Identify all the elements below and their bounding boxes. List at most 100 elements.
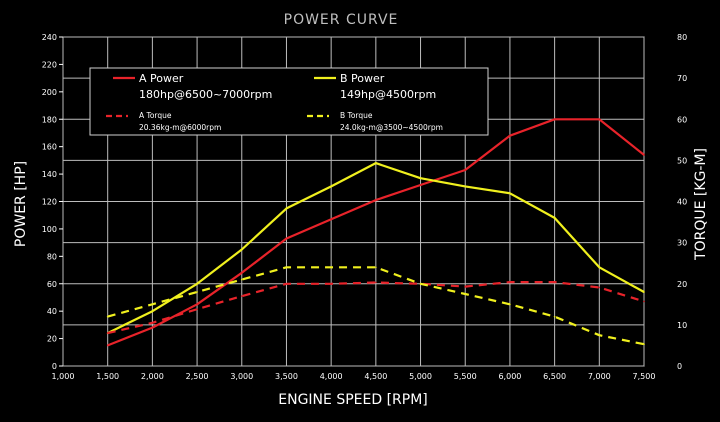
x-tick-label: 5,500 [454, 372, 477, 381]
y-axis-left-label: POWER [HP] [13, 161, 29, 247]
y-axis-right-label: TORQUE [KG-M] [693, 148, 709, 261]
data-point-b-power [598, 266, 601, 269]
legend-label-b-torque: B Torque [340, 111, 373, 120]
data-point-a-torque [196, 308, 198, 311]
data-point-a-power [464, 169, 467, 171]
data-point-a-torque [553, 281, 556, 283]
y-right-tick-label: 70 [677, 74, 687, 83]
data-point-a-power [240, 271, 243, 274]
x-tick-label: 3,500 [275, 372, 298, 381]
data-point-a-torque [240, 295, 243, 297]
legend-detail-b-power: 149hp@4500rpm [340, 88, 436, 101]
data-point-b-torque [419, 282, 422, 285]
chart-title: POWER CURVE [284, 12, 399, 28]
y-right-tick-label: 50 [677, 156, 687, 165]
data-point-a-torque [106, 332, 109, 334]
data-point-b-torque [285, 266, 288, 269]
data-point-a-torque [330, 282, 332, 285]
series-layer [106, 118, 645, 347]
y-left-tick-label: 160 [42, 143, 57, 152]
x-tick-label: 3,000 [230, 372, 253, 381]
legend-label-a-torque: A Torque [139, 111, 172, 120]
y-right-tick-label: 40 [677, 198, 687, 207]
y-right-tick-label: 10 [677, 321, 687, 330]
y-left-tick-label: 240 [42, 33, 57, 42]
data-point-a-power [106, 344, 109, 347]
data-point-b-torque [464, 293, 467, 295]
y-left-tick-label: 40 [47, 307, 57, 316]
data-point-b-torque [598, 334, 601, 336]
data-point-b-torque [240, 278, 243, 281]
y-right-tick-label: 0 [677, 362, 682, 371]
data-point-b-power [196, 282, 198, 285]
x-tick-label: 4,500 [364, 372, 387, 381]
data-point-b-power [643, 291, 645, 293]
data-point-a-power [196, 303, 198, 306]
x-axis-label: ENGINE SPEED [RPM] [278, 392, 428, 408]
legend: A Power 180hp@6500~7000rpm B Power 149hp@45… [89, 67, 489, 136]
y-left-tick-label: 80 [47, 252, 57, 261]
y-right-tick-label: 80 [677, 33, 687, 42]
data-point-b-power [419, 177, 422, 179]
data-point-a-power [375, 199, 377, 201]
data-point-a-torque [643, 300, 645, 303]
data-point-b-power [285, 207, 288, 210]
x-tick-label: 5,000 [409, 372, 432, 381]
data-point-a-power [643, 154, 645, 156]
data-point-a-torque [598, 286, 601, 289]
data-point-b-power [330, 185, 332, 188]
data-point-b-power [509, 192, 511, 195]
data-point-b-torque [151, 303, 154, 306]
y-left-tick-label: 200 [42, 88, 57, 97]
y-right-tick-label: 30 [677, 239, 687, 248]
data-point-a-torque [464, 285, 467, 288]
x-tick-label: 2,000 [141, 372, 164, 381]
x-tick-label: 4,000 [320, 372, 343, 381]
data-point-a-power [330, 218, 332, 221]
x-tick-label: 7,500 [633, 372, 656, 381]
data-point-b-power [240, 248, 243, 251]
data-point-a-torque [375, 281, 377, 284]
legend-box [89, 67, 489, 136]
x-tick-label: 1,000 [52, 372, 75, 381]
data-point-b-power [464, 185, 467, 188]
y-left-tick-label: 100 [42, 225, 57, 234]
data-point-b-torque [509, 303, 511, 306]
data-point-b-torque [330, 266, 332, 269]
data-point-a-power [285, 237, 288, 240]
y-left-tick-label: 120 [42, 198, 57, 207]
data-point-a-power [598, 118, 601, 121]
y-left-tick-label: 140 [42, 170, 57, 179]
x-tick-label: 6,000 [498, 372, 521, 381]
data-point-a-power [509, 134, 511, 137]
x-tick-label: 7,000 [588, 372, 611, 381]
x-tick-label: 1,500 [96, 372, 119, 381]
data-point-a-power [151, 326, 154, 329]
legend-label-b-power: B Power [340, 72, 385, 85]
y-left-tick-label: 0 [52, 362, 57, 371]
legend-detail-a-power: 180hp@6500~7000rpm [139, 88, 272, 101]
data-point-a-torque [285, 282, 288, 285]
y-left-tick-label: 220 [42, 60, 57, 69]
legend-detail-a-torque: 20.36kg-m@6000rpm [139, 123, 221, 132]
y-right-tick-label: 60 [677, 115, 687, 124]
legend-detail-b-torque: 24.0kg-m@3500~4500rpm [340, 123, 443, 132]
data-point-a-power [553, 118, 556, 121]
y-left-tick-label: 180 [42, 115, 57, 124]
data-point-b-power [553, 217, 556, 219]
data-point-b-torque [106, 315, 109, 318]
data-point-b-torque [375, 266, 377, 269]
y-right-tick-label: 20 [677, 280, 687, 289]
x-tick-label: 2,500 [186, 372, 209, 381]
y-left-tick-label: 60 [47, 280, 57, 289]
data-point-b-power [151, 310, 154, 312]
data-point-b-torque [643, 343, 645, 346]
x-tick-label: 6,500 [543, 372, 566, 381]
data-point-b-power [375, 162, 377, 164]
tick-layer: 1,000 1,500 2,000 2,500 3,000 3,500 4,000 4,500… [42, 33, 687, 381]
legend-label-a-power: A Power [139, 72, 184, 85]
data-point-a-torque [151, 322, 154, 324]
data-point-a-torque [509, 281, 511, 283]
y-left-tick-label: 20 [47, 335, 57, 344]
